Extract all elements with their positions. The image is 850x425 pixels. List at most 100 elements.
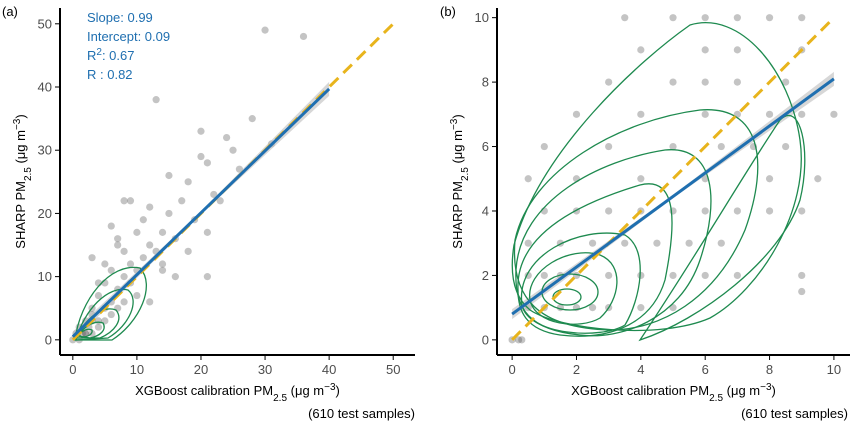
point — [126, 260, 135, 268]
point — [114, 304, 122, 312]
point — [120, 273, 128, 281]
y-tick-label: 0 — [45, 332, 52, 347]
point — [701, 271, 709, 280]
text-segment: Slope: 0.99 — [87, 10, 153, 25]
regression-line — [71, 87, 331, 338]
point — [146, 241, 154, 249]
point — [107, 310, 115, 319]
point — [139, 254, 147, 262]
point — [203, 228, 211, 236]
point — [82, 329, 90, 338]
point — [120, 298, 128, 306]
y-tick-label: 10 — [38, 269, 52, 284]
text-segment: 2.5 — [460, 167, 471, 181]
stat-annotation: Intercept: 0.09 — [87, 29, 170, 44]
text-segment: (μg m — [450, 130, 465, 167]
point — [588, 239, 597, 247]
point — [216, 197, 224, 205]
point — [637, 304, 645, 312]
point — [518, 336, 526, 344]
point — [588, 304, 597, 312]
regression-line — [511, 77, 835, 316]
point — [184, 247, 192, 255]
y-tick-label: 0 — [482, 332, 489, 347]
point — [669, 14, 677, 22]
text-segment: 2.5 — [23, 167, 34, 181]
contours-b — [511, 22, 806, 342]
point — [717, 239, 725, 247]
text-segment: (μg m — [723, 383, 760, 398]
text-segment: 2.5 — [709, 393, 723, 404]
text-segment: SHARP PM — [450, 181, 465, 249]
point — [765, 14, 774, 22]
text-segment: XGBoost calibration PM — [135, 383, 273, 398]
x-tick-label: 0 — [509, 362, 516, 377]
point — [514, 336, 523, 344]
point — [197, 152, 205, 161]
point — [701, 175, 709, 183]
y-tick-label: 50 — [38, 16, 52, 31]
text-segment: (μg m — [287, 383, 324, 398]
text-segment: ) — [450, 114, 465, 118]
y-axis-label: SHARP PM2.5 (μg m−3) — [12, 114, 34, 248]
point — [158, 266, 167, 274]
y-axis-label: SHARP PM2.5 (μg m−3) — [449, 114, 471, 248]
point — [120, 197, 128, 205]
y-tick-label: 2 — [482, 268, 489, 283]
panel-label: (a) — [2, 4, 18, 19]
point — [524, 239, 532, 247]
point — [178, 197, 186, 205]
x-tick-label: 30 — [258, 362, 272, 377]
y-tick-label: 6 — [482, 139, 489, 154]
point — [669, 271, 677, 280]
point — [107, 222, 115, 230]
x-tick-label: 50 — [386, 362, 400, 377]
point — [229, 146, 237, 154]
point — [605, 142, 613, 151]
point — [733, 46, 741, 54]
x-tick-label: 8 — [766, 362, 773, 377]
point — [165, 209, 173, 218]
text-segment: 2 — [96, 47, 102, 58]
point — [605, 78, 613, 86]
y-tick-label: 40 — [38, 80, 52, 95]
point — [94, 291, 103, 300]
point — [101, 260, 109, 268]
point — [605, 207, 613, 215]
point — [299, 32, 308, 41]
text-segment: (μg m — [13, 130, 28, 167]
point — [733, 207, 741, 215]
point — [637, 175, 645, 183]
point — [146, 298, 154, 306]
x-tick-label: 0 — [69, 362, 76, 377]
text-segment: ) — [336, 383, 340, 398]
panel-label: (b) — [440, 4, 456, 19]
point — [107, 266, 115, 274]
point — [782, 142, 790, 151]
text-segment: R : 0.82 — [87, 67, 133, 82]
point — [621, 14, 629, 22]
point — [798, 14, 806, 22]
y-tick-label: 4 — [482, 203, 489, 218]
point — [637, 46, 645, 54]
x-axis-label: XGBoost calibration PM2.5 (μg m−3) — [571, 382, 776, 404]
point — [765, 175, 774, 183]
x-tick-label: 4 — [637, 362, 644, 377]
point — [701, 207, 709, 215]
text-segment: −3 — [12, 118, 23, 130]
text-segment: XGBoost calibration PM — [571, 383, 709, 398]
text-segment: Intercept: 0.09 — [87, 29, 170, 44]
point — [572, 110, 581, 118]
point — [653, 239, 661, 247]
stat-annotation: R2: 0.67 — [87, 47, 134, 64]
point — [701, 110, 709, 118]
point — [733, 271, 741, 280]
point — [669, 78, 677, 86]
point — [139, 216, 147, 224]
x-tick-label: 2 — [573, 362, 580, 377]
point — [146, 203, 154, 211]
point — [158, 228, 167, 236]
point — [701, 78, 709, 86]
